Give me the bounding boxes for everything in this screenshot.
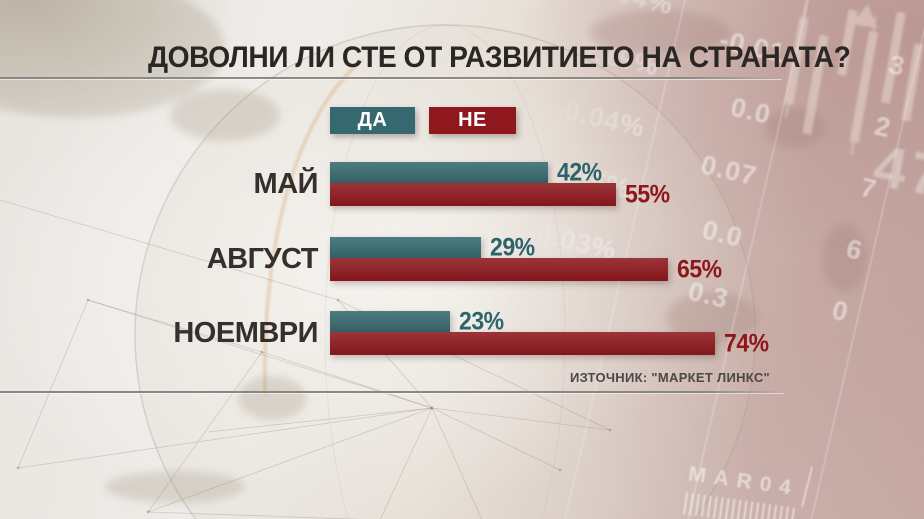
legend-no-label: НЕ: [458, 109, 487, 131]
bar-group-august: АВГУСТ 29% 65%: [0, 233, 924, 283]
value-label-no-may: 55%: [625, 180, 670, 208]
bar-no-august: 65%: [330, 255, 722, 283]
legend-yes-label: ДА: [357, 109, 388, 131]
category-label-may: МАЙ: [253, 168, 319, 200]
bar-yes-november: 23%: [330, 307, 504, 335]
title-underline: [0, 77, 782, 79]
bar-group-november: НОЕМВРИ 23% 74%: [0, 307, 924, 357]
source-underline: [0, 391, 784, 393]
category-label-august: АВГУСТ: [206, 243, 319, 275]
legend-no: НЕ: [429, 107, 516, 134]
source-label: ИЗТОЧНИК: "МАРКЕТ ЛИНКС": [569, 370, 770, 385]
value-label-no-november: 74%: [724, 329, 769, 357]
chart-title: ДОВОЛНИ ЛИ СТЕ ОТ РАЗВИТИЕТО НА СТРАНАТА…: [148, 41, 851, 74]
bar-no-november: 74%: [330, 329, 769, 357]
value-label-yes-may: 42%: [557, 158, 602, 186]
bar-yes-may: 42%: [330, 158, 602, 186]
bar-no-may: 55%: [330, 180, 670, 208]
category-label-november: НОЕМВРИ: [173, 317, 318, 349]
legend-yes: ДА: [330, 107, 415, 134]
bar-yes-august: 29%: [330, 233, 535, 261]
value-label-no-august: 65%: [677, 255, 722, 283]
value-label-yes-august: 29%: [490, 233, 535, 261]
value-label-yes-november: 23%: [459, 307, 504, 335]
legend: ДА НЕ: [330, 107, 516, 134]
bar-group-may: МАЙ 42% 55%: [0, 158, 924, 208]
